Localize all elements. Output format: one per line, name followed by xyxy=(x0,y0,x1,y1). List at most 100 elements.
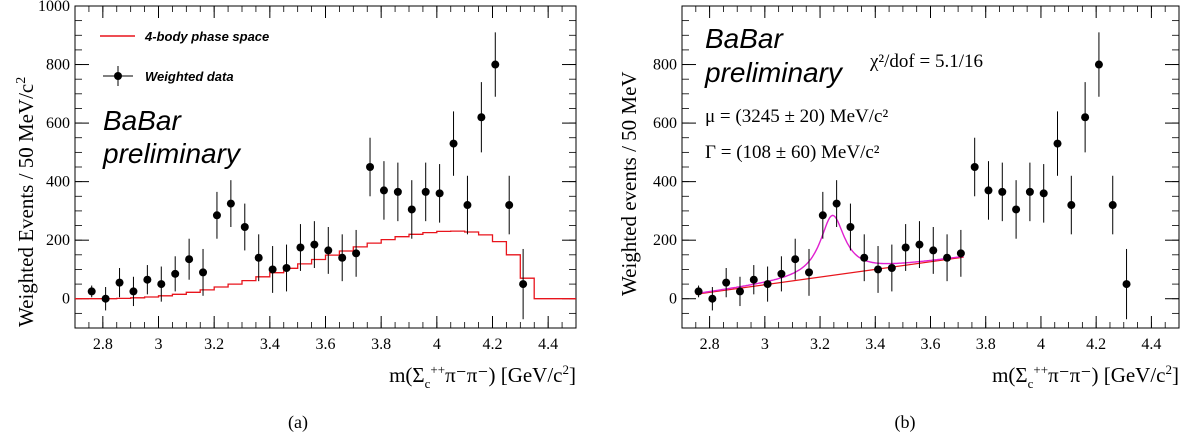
y-axis-label-b: Weighted events / 50 MeV xyxy=(617,71,641,296)
data-point xyxy=(1012,205,1021,214)
data-point xyxy=(519,280,528,289)
data-point xyxy=(87,287,96,296)
y-axis-label-a: Weighted Events / 50 MeV/c2 xyxy=(14,77,38,327)
babar-label-a-line1: BaBar xyxy=(103,105,182,136)
y-tick-label: 200 xyxy=(653,232,677,249)
data-point xyxy=(324,246,333,255)
data-point xyxy=(1094,60,1103,69)
data-point xyxy=(143,275,152,284)
data-point xyxy=(860,253,869,262)
data-point xyxy=(352,249,361,258)
data-point xyxy=(984,186,993,195)
y-tick-label: 0 xyxy=(62,291,70,308)
x-tick-label: 3.4 xyxy=(865,336,885,353)
data-point xyxy=(226,199,235,208)
background-fit-line xyxy=(695,256,964,295)
data-point xyxy=(777,269,786,278)
panel-a: 2.8 3 3.2 3.4 3.6 3.8 4 4.2 4.4 0 200 400 600 800 1000… xyxy=(14,0,577,433)
data-point xyxy=(254,253,263,262)
data-point xyxy=(956,249,965,258)
data-point xyxy=(185,255,194,264)
babar-label-b-line1: BaBar xyxy=(705,23,784,54)
data-point xyxy=(435,189,444,198)
x-tick-label: 4.4 xyxy=(1141,336,1161,353)
y-tick-label: 600 xyxy=(653,115,677,132)
data-point xyxy=(1122,280,1131,289)
data-point xyxy=(998,187,1007,196)
data-point xyxy=(268,265,277,274)
chi2-label: χ²/dof = 5.1/16 xyxy=(869,51,983,72)
data-point xyxy=(101,294,110,303)
caption-b: (b) xyxy=(895,412,916,433)
x-tick-label: 3.2 xyxy=(204,336,224,353)
data-point xyxy=(791,255,800,264)
x-tick-label: 3.8 xyxy=(976,336,996,353)
data-point xyxy=(887,263,896,272)
data-point xyxy=(477,113,486,122)
data-point xyxy=(157,280,166,289)
x-tick-label: 3.4 xyxy=(260,336,280,353)
panel-b: 2.8 3 3.2 3.4 3.6 3.8 4 4.2 4.4 0 200 400 600 800 BaB… xyxy=(617,5,1180,433)
data-point xyxy=(296,243,305,252)
data-point xyxy=(818,211,827,220)
y-tick-label: 600 xyxy=(46,115,70,132)
mu-label: μ = (3245 ± 20) MeV/c² xyxy=(705,106,888,127)
babar-label-a-line2: preliminary xyxy=(102,138,242,169)
babar-label-b-line2: preliminary xyxy=(704,57,844,88)
data-point xyxy=(735,287,744,296)
x-tick-label: 4 xyxy=(1037,336,1045,353)
data-point xyxy=(407,205,416,214)
legend-marker-data xyxy=(114,72,122,80)
data-point xyxy=(874,265,883,274)
data-point xyxy=(199,268,208,277)
data-point xyxy=(171,269,180,278)
data-point xyxy=(115,278,124,287)
data-point xyxy=(310,240,319,249)
data-point xyxy=(805,268,814,277)
x-axis-label-b: m(Σc++π⁻π⁻) [GeV/c2] xyxy=(992,362,1179,391)
x-tick-label: 2.8 xyxy=(93,336,113,353)
caption-a: (a) xyxy=(288,412,308,433)
data-point xyxy=(240,223,249,232)
y-tick-label: 400 xyxy=(46,174,70,191)
x-tick-label: 3.6 xyxy=(921,336,941,353)
data-point xyxy=(393,187,402,196)
data-point xyxy=(929,246,938,255)
data-point xyxy=(901,243,910,252)
data-point xyxy=(379,186,388,195)
data-point xyxy=(832,199,841,208)
data-point xyxy=(1108,201,1117,210)
data-point xyxy=(1067,201,1076,210)
x-tick-label: 4.2 xyxy=(1086,336,1106,353)
data-point xyxy=(1025,187,1034,196)
x-tick-label: 3.8 xyxy=(371,336,391,353)
data-point xyxy=(449,139,458,148)
data-point xyxy=(366,163,375,171)
data-point xyxy=(943,253,952,262)
data-point xyxy=(505,201,514,210)
data-point xyxy=(694,287,703,296)
x-tick-label: 2.8 xyxy=(700,336,720,353)
x-axis-label-a: m(Σc++π⁻π⁻) [GeV/c2] xyxy=(389,362,576,391)
data-point xyxy=(708,294,717,303)
gamma-label: Γ = (108 ± 60) MeV/c² xyxy=(705,142,880,163)
x-tick-label: 4.2 xyxy=(483,336,503,353)
legend-label-data: Weighted data xyxy=(145,69,234,84)
data-point xyxy=(1081,113,1090,122)
signal-fit-curve xyxy=(695,214,964,295)
data-point xyxy=(463,201,472,210)
data-point xyxy=(846,223,855,232)
y-tick-label: 800 xyxy=(46,57,70,74)
data-point xyxy=(421,187,430,196)
data-point xyxy=(129,287,138,296)
y-tick-label: 200 xyxy=(46,232,70,249)
data-point xyxy=(749,275,758,284)
data-point xyxy=(1053,139,1062,148)
x-tick-label: 3.6 xyxy=(316,336,336,353)
x-tick-label: 3 xyxy=(155,336,163,353)
x-tick-label: 3.2 xyxy=(810,336,830,353)
data-point xyxy=(722,278,731,287)
legend-label-phase-space: 4-body phase space xyxy=(144,29,269,44)
x-tick-label: 4 xyxy=(433,336,441,353)
